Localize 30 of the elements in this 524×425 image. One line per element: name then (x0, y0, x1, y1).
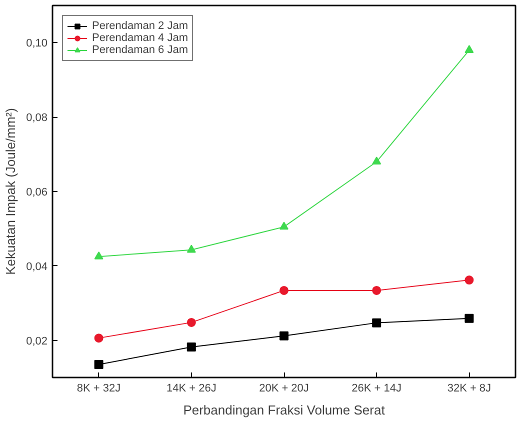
point (372, 156, 382, 165)
point (464, 276, 474, 285)
point (464, 45, 474, 53)
point (280, 331, 288, 340)
point (186, 318, 196, 327)
point (186, 244, 196, 253)
y-tick-label: 0,04 (26, 260, 48, 273)
point (372, 318, 382, 328)
point (280, 286, 288, 295)
y-tick-label: 0,08 (26, 112, 48, 124)
point (186, 342, 196, 352)
y-tick-label: 0,06 (26, 186, 48, 198)
point (94, 334, 104, 343)
legend-label: Perendaman 4 Jam (92, 32, 188, 44)
x-tick-label: 14K + 26J (166, 382, 216, 394)
point (280, 222, 288, 230)
x-tick-label: 20K + 20J (259, 382, 309, 394)
x-tick-label: 32K + 8J (447, 382, 492, 394)
point (94, 251, 104, 260)
y-axis-title: Kekuatan Impak (Joule/mm²) (3, 108, 18, 275)
x-tick-label: 26K + 14J (352, 382, 402, 394)
y-tick-label: 0,02 (26, 335, 48, 348)
y-tick-label: 0,10 (26, 38, 48, 50)
x-tick-label: 8K + 32J (76, 382, 121, 394)
point (464, 314, 474, 323)
x-axis-title: Perbandingan Fraksi Volume Serat (183, 402, 386, 418)
point (372, 286, 382, 295)
point (94, 360, 104, 369)
legend-label: Perendaman 2 Jam (92, 20, 188, 32)
legend-label: Perendaman 6 Jam (92, 44, 188, 56)
